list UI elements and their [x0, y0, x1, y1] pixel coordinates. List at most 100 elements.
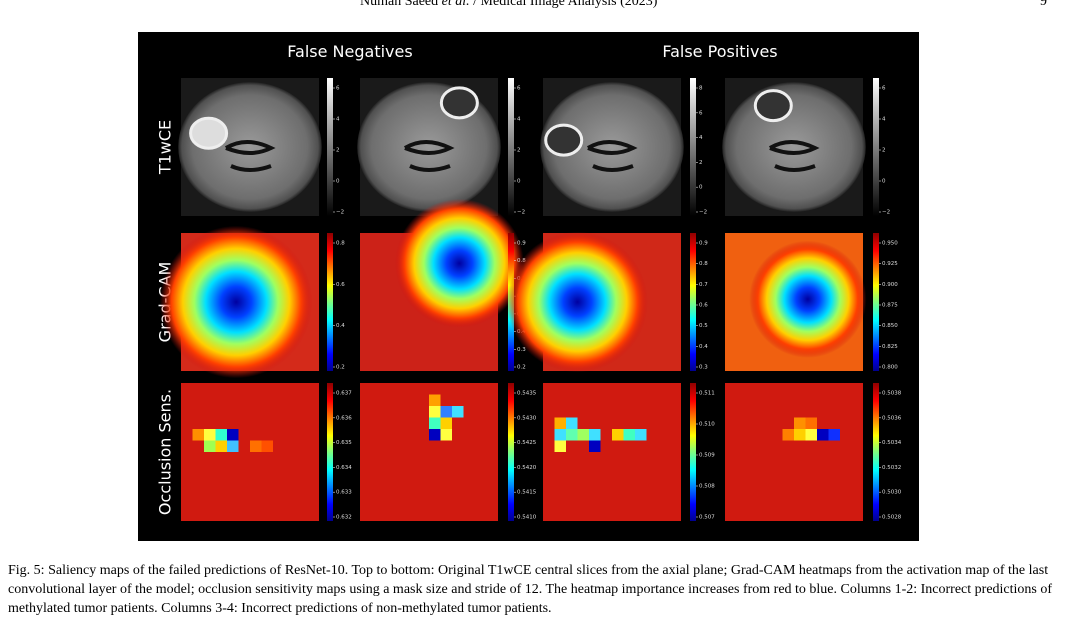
column-group-title: False Negatives	[287, 42, 412, 61]
colorbar-tick-label: 0.2	[517, 365, 526, 371]
header-text: Numan Saeed et al. / Medical Image Analy…	[360, 0, 657, 10]
colorbar-tick-label: 0.5425	[517, 440, 537, 446]
occlusion-cell	[554, 417, 566, 429]
colorbar	[690, 383, 696, 521]
colorbar-tick-label: 0.800	[882, 365, 898, 371]
colorbar-tick-label: 0.3	[699, 365, 708, 371]
colorbar-tick-label: 0.2	[336, 365, 345, 371]
panel-image	[722, 78, 866, 216]
colorbar	[508, 78, 514, 216]
brain	[357, 82, 501, 212]
occlusion-cell	[612, 429, 624, 441]
occlusion-cell	[192, 429, 204, 441]
row-label: Occlusion Sens.	[156, 389, 175, 515]
journal: / Medical Image Analysis (2023)	[473, 0, 658, 9]
colorbar-tick-label: 0.637	[336, 391, 352, 397]
occlusion-cell	[554, 429, 566, 441]
colorbar-tick-label: 0.508	[699, 484, 715, 490]
colorbar-tick-label: 0.6	[699, 303, 708, 309]
colorbar-tick-label: 0	[336, 179, 340, 185]
colorbar-tick-label: 0.632	[336, 515, 352, 521]
colorbar-tick-label: 0.511	[699, 391, 715, 397]
colorbar-tick-label: 0.5028	[882, 515, 902, 521]
occlusion-cell	[566, 429, 578, 441]
ventricles	[224, 140, 276, 172]
colorbar-tick-label: 0.509	[699, 453, 715, 459]
heatmap-blob	[394, 198, 524, 328]
brain	[722, 82, 866, 212]
tumor	[753, 89, 793, 123]
colorbar	[873, 78, 879, 216]
colorbar-tick-label: 2	[699, 160, 703, 166]
occlusion-cell	[589, 440, 601, 452]
colorbar-tick-label: 6	[882, 86, 886, 92]
colorbar-tick-label: 0	[517, 179, 521, 185]
colorbar-tick-label: 8	[699, 86, 703, 92]
colorbar-tick-label: 0.8	[336, 241, 345, 247]
panel-image	[178, 78, 322, 216]
occlusion-cell	[440, 417, 452, 429]
occlusion-cell	[215, 429, 227, 441]
occlusion-cell	[782, 429, 794, 441]
colorbar-tick-label: −2	[517, 210, 525, 216]
occlusion-cell	[566, 417, 578, 429]
colorbar-tick-label: 0.850	[882, 323, 898, 329]
heatmap-background	[725, 383, 863, 521]
colorbar-tick-label: 2	[517, 148, 521, 154]
occlusion-cell	[577, 429, 589, 441]
colorbar-tick-label: 0.5410	[517, 515, 537, 521]
colorbar-tick-label: 0.950	[882, 241, 898, 247]
colorbar-tick-label: 0.5036	[882, 415, 902, 421]
occlusion-cell	[429, 394, 441, 406]
figure: False Negatives False Positives T1wCE 6 4 2…	[138, 32, 919, 541]
figure-caption: Fig. 5: Saliency maps of the failed pred…	[8, 563, 1053, 616]
ventricles	[403, 140, 455, 172]
colorbar	[327, 233, 333, 371]
heatmap-blob	[507, 231, 648, 373]
occlusion-cell	[204, 429, 216, 441]
panel-image	[159, 225, 319, 379]
tumor	[189, 116, 229, 150]
colorbar	[327, 78, 333, 216]
occlusion-cell	[452, 406, 464, 418]
heatmap-blob	[749, 240, 867, 358]
colorbar	[690, 233, 696, 371]
colorbar-tick-label: 0.5034	[882, 440, 902, 446]
occlusion-cell	[828, 429, 840, 441]
colorbar-tick-label: 0.5435	[517, 391, 537, 397]
colorbar-tick-label: 0.510	[699, 422, 715, 428]
panel-image	[181, 383, 319, 521]
ventricles	[586, 140, 638, 172]
colorbar-tick-label: 0.5	[699, 323, 708, 329]
colorbar	[873, 233, 879, 371]
occlusion-cell	[635, 429, 647, 441]
column-group-title: False Positives	[662, 42, 777, 61]
colorbar-tick-label: 0.633	[336, 490, 352, 496]
page-number: 9	[1040, 0, 1047, 9]
panel-image	[357, 78, 501, 216]
colorbar-tick-label: 4	[336, 117, 340, 123]
colorbar-tick-label: 0.4	[336, 323, 345, 329]
colorbar-tick-label: 0.5030	[882, 490, 902, 496]
occlusion-cell	[794, 417, 806, 429]
panel-image	[725, 233, 867, 371]
colorbar-tick-label: 0.5420	[517, 465, 537, 471]
panel-image	[725, 383, 863, 521]
colorbar-tick-label: 0.9	[699, 241, 708, 247]
occlusion-cell	[440, 406, 452, 418]
colorbar-tick-label: 0.6	[336, 282, 345, 288]
colorbar	[690, 78, 696, 216]
colorbar-tick-label: 6	[517, 86, 521, 92]
occlusion-cell	[794, 429, 806, 441]
row-label: T1wCE	[156, 120, 175, 175]
occlusion-cell	[261, 440, 273, 452]
colorbar-tick-label: 0.7	[699, 282, 708, 288]
colorbar-tick-label: 0.9	[517, 241, 526, 247]
colorbar-tick-label: 0.900	[882, 282, 898, 288]
colorbar-tick-label: 0.5415	[517, 490, 537, 496]
colorbar-tick-label: 0.925	[882, 261, 898, 267]
panel-image	[540, 78, 684, 216]
occlusion-cell	[623, 429, 635, 441]
panel-image	[507, 231, 681, 373]
